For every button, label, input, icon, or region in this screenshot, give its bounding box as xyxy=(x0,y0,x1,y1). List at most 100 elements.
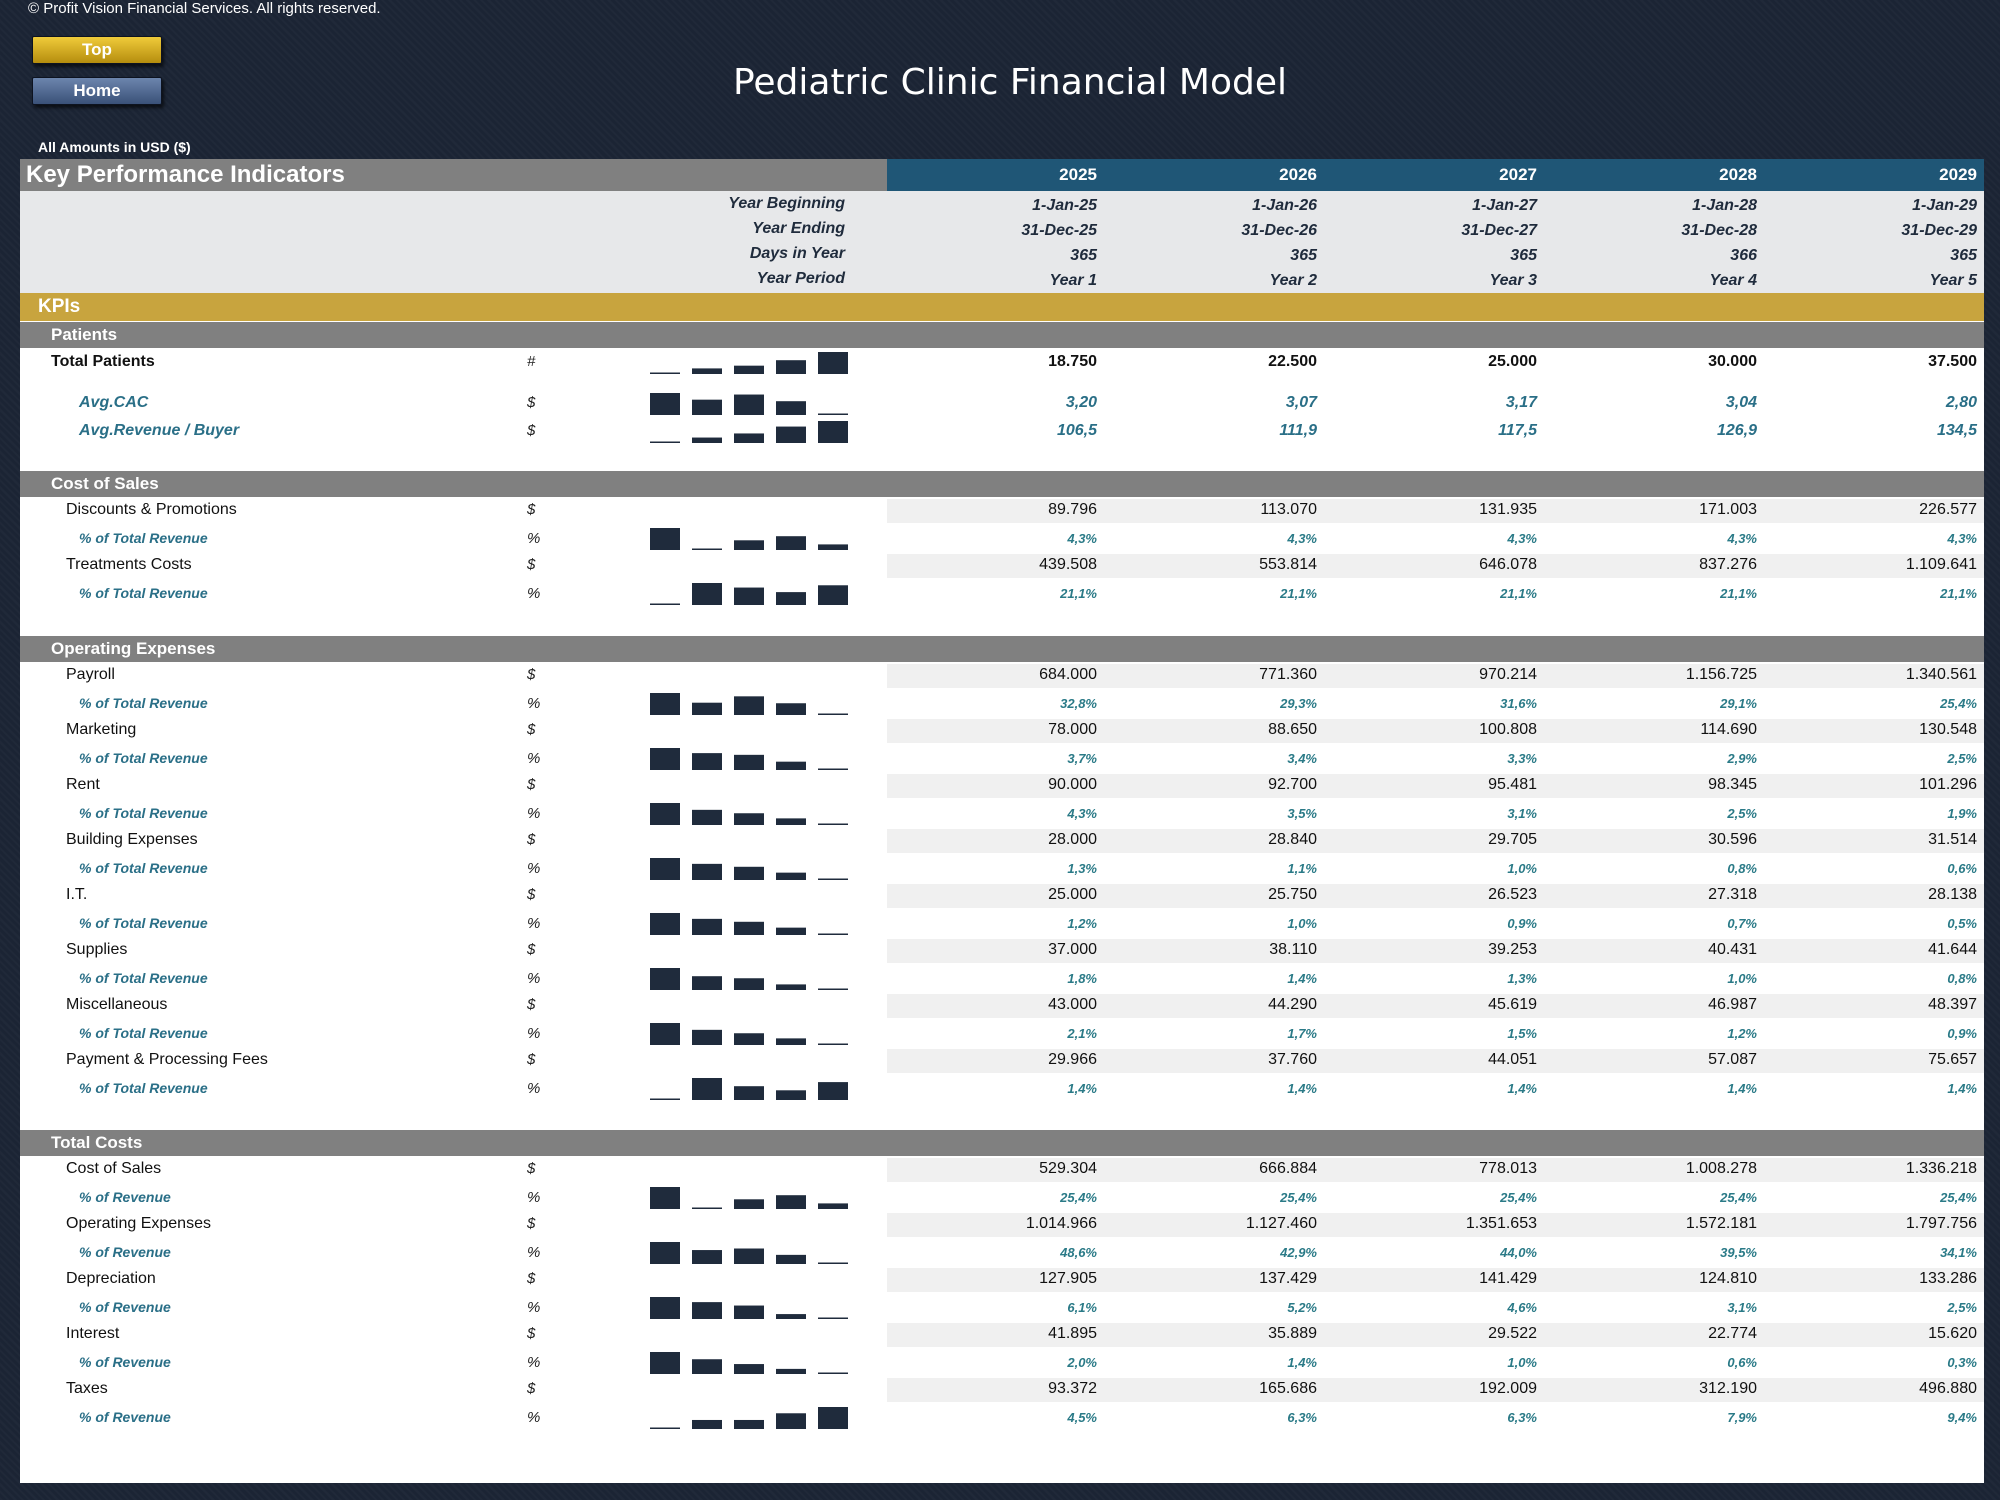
unit-label: $ xyxy=(527,721,536,738)
cell-value: 1,0% xyxy=(1287,915,1317,931)
section-header: Patients xyxy=(20,322,1984,348)
cell-value: 101.296 xyxy=(1919,776,1977,793)
cell-value: 93.372 xyxy=(1048,1380,1097,1397)
cell-value: 1.109.641 xyxy=(1905,556,1977,573)
cell-value: 3,3% xyxy=(1507,750,1537,766)
sparkline-bar xyxy=(692,1419,722,1429)
cell-value: 89.796 xyxy=(1048,501,1097,518)
currency-note: All Amounts in USD ($) xyxy=(38,139,191,155)
cell-value: 1,0% xyxy=(1507,1354,1537,1370)
header-value: 31-Dec-26 xyxy=(1241,222,1317,239)
cell-value: 439.508 xyxy=(1039,556,1097,573)
cell-value: 2,1% xyxy=(1067,1025,1097,1041)
unit-label: $ xyxy=(527,886,536,903)
header-value: 365 xyxy=(1070,247,1097,264)
sparkline-bar xyxy=(692,809,722,825)
cell-value: 141.429 xyxy=(1479,1270,1537,1287)
sparkline-bar xyxy=(650,1098,680,1100)
cell-value: 25.000 xyxy=(1488,353,1537,370)
sparkline xyxy=(650,802,848,825)
home-button[interactable]: Home xyxy=(32,77,162,105)
cell-value: 37.500 xyxy=(1928,353,1977,370)
unit-label: $ xyxy=(527,422,536,439)
cell-value: 117,5 xyxy=(1498,422,1537,439)
cell-value: 1,5% xyxy=(1507,1025,1537,1041)
value-shade xyxy=(887,884,1984,908)
row-label: Supplies xyxy=(66,941,128,958)
sparkline-bar xyxy=(734,1305,764,1319)
cell-value: 165.686 xyxy=(1259,1380,1317,1397)
cell-value: 3,17 xyxy=(1505,394,1537,411)
row-label: % of Revenue xyxy=(79,1353,171,1370)
cell-value: 3,5% xyxy=(1287,805,1317,821)
cell-value: 41.895 xyxy=(1048,1325,1097,1342)
cell-value: 1,2% xyxy=(1067,915,1097,931)
cell-value: 9,4% xyxy=(1947,1409,1977,1425)
cell-value: 25,4% xyxy=(1280,1189,1317,1205)
cell-value: 1,7% xyxy=(1287,1025,1317,1041)
cell-value: 29.522 xyxy=(1488,1325,1537,1342)
sparkline-bar xyxy=(692,368,722,374)
row-label: Total Patients xyxy=(51,353,155,370)
sparkline-bar xyxy=(818,768,848,770)
sparkline-bar xyxy=(650,692,680,715)
row-label: Cost of Sales xyxy=(66,1160,162,1177)
cell-value: 32,8% xyxy=(1060,695,1097,711)
sparkline-bar xyxy=(776,1194,806,1209)
sparkline-bar xyxy=(692,702,722,715)
cell-value: 1,1% xyxy=(1287,860,1317,876)
cell-value: 2,0% xyxy=(1067,1354,1097,1370)
unit-label: % xyxy=(527,969,541,987)
sparkline-bar xyxy=(776,535,806,550)
cell-value: 2,9% xyxy=(1727,750,1757,766)
header-value: 31-Dec-27 xyxy=(1461,222,1537,239)
sparkline-bar xyxy=(734,812,764,825)
header-label: Days in Year xyxy=(749,245,845,262)
cell-value: 0,3% xyxy=(1947,1354,1977,1370)
cell-value: 3,04 xyxy=(1725,394,1757,411)
cell-value: 45.619 xyxy=(1488,996,1537,1013)
sparkline-bar xyxy=(734,1198,764,1209)
sparkline-bar xyxy=(692,582,722,605)
cell-value: 1.008.278 xyxy=(1685,1160,1757,1177)
sparkline-bar xyxy=(776,927,806,935)
sparkline-bar xyxy=(776,1037,806,1045)
unit-label: % xyxy=(527,529,541,547)
value-shade xyxy=(887,939,1984,963)
sparkline xyxy=(650,1296,848,1319)
sparkline-bar xyxy=(776,1254,806,1264)
unit-label: % xyxy=(527,694,541,712)
value-shade xyxy=(887,719,1984,743)
sparkline-bar xyxy=(650,393,680,415)
sparkline-bar xyxy=(650,441,680,443)
cell-value: 137.429 xyxy=(1259,1270,1317,1287)
cell-value: 25,4% xyxy=(1720,1189,1757,1205)
cell-value: 44,0% xyxy=(1500,1244,1537,1260)
unit-label: % xyxy=(527,1298,541,1316)
cell-value: 1,4% xyxy=(1727,1080,1757,1096)
unit-label: % xyxy=(527,1243,541,1261)
cell-value: 44.051 xyxy=(1488,1051,1537,1068)
row-label: Payroll xyxy=(66,666,115,683)
cell-value: 25,4% xyxy=(1500,1189,1537,1205)
cell-value: 1,3% xyxy=(1067,860,1097,876)
row-label: % of Total Revenue xyxy=(79,1079,208,1096)
row-label: Discounts & Promotions xyxy=(66,501,237,518)
cell-value: 48,6% xyxy=(1060,1244,1097,1260)
kpi-band: KPIs xyxy=(20,293,1984,321)
sparkline-bar xyxy=(650,1022,680,1045)
row-label: % of Total Revenue xyxy=(79,914,208,931)
cell-value: 90.000 xyxy=(1048,776,1097,793)
cell-value: 133.286 xyxy=(1919,1270,1977,1287)
header-value: 31-Dec-25 xyxy=(1021,222,1097,239)
sparkline-bar xyxy=(734,1419,764,1429)
cell-value: 6,3% xyxy=(1507,1409,1537,1425)
top-button[interactable]: Top xyxy=(32,36,162,64)
cell-value: 0,8% xyxy=(1947,970,1977,986)
header-value: 31-Dec-28 xyxy=(1681,222,1757,239)
sparkline-bar xyxy=(818,413,848,415)
cell-value: 111,9 xyxy=(1279,422,1317,439)
row-label: Treatments Costs xyxy=(66,556,192,573)
sparkline-bar xyxy=(734,921,764,935)
sparkline-bar xyxy=(818,1372,848,1374)
